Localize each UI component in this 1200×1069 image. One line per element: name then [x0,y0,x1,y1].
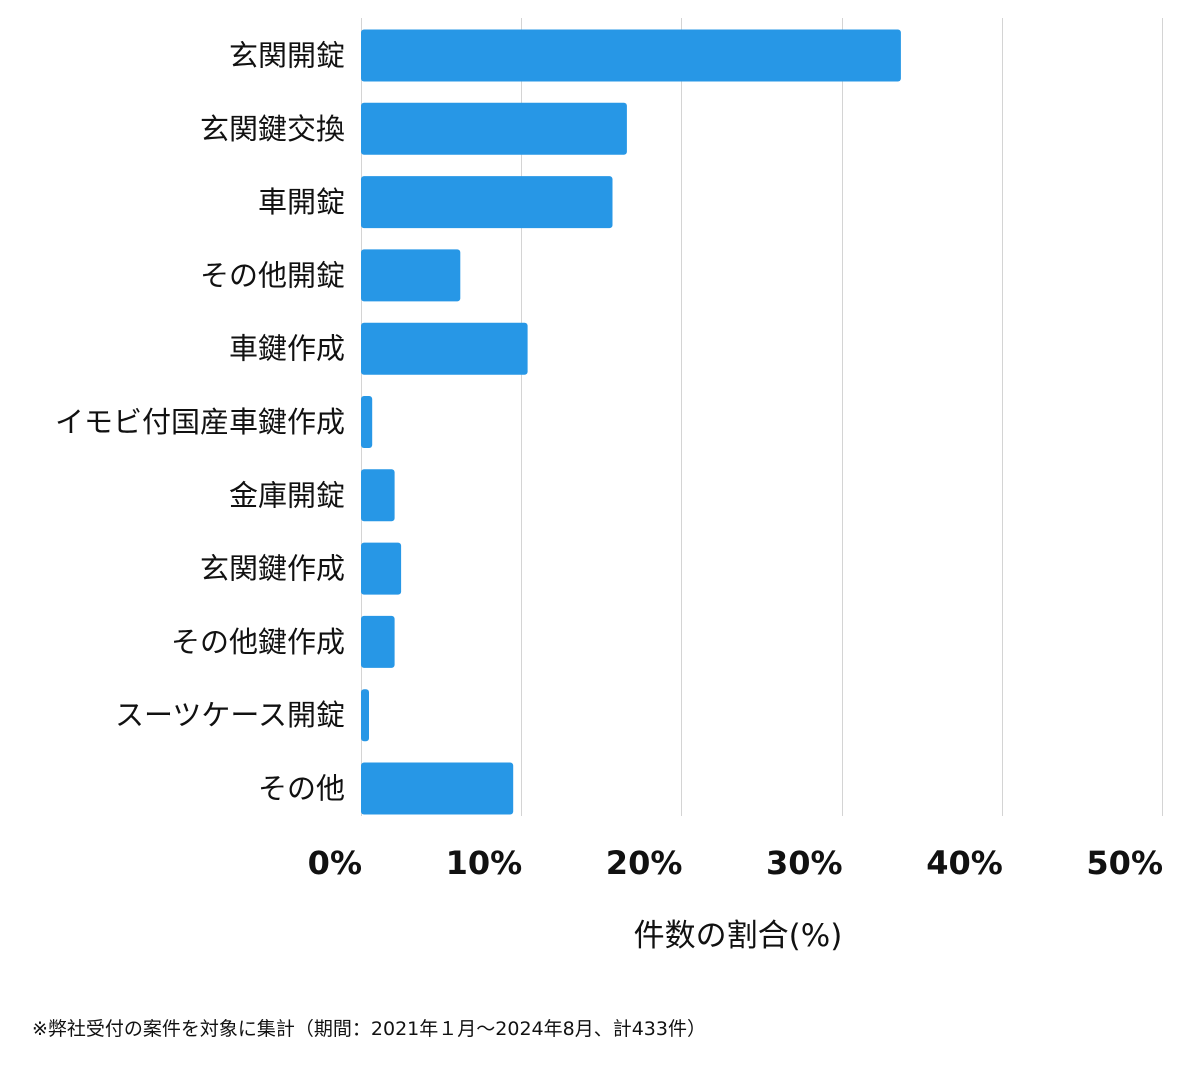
x-tick-label: 10% [446,844,523,882]
x-tick-label: 40% [926,844,1003,882]
bar [361,176,613,229]
bar [361,615,395,668]
category-label: 玄関鍵作成 [200,552,345,586]
x-tick-label: 50% [1086,844,1163,882]
category-label: スーツケース開錠 [115,698,345,732]
category-label: 車鍵作成 [229,332,345,366]
bar [361,689,369,742]
x-axis-title: 件数の割合(%) [634,918,843,954]
category-label: イモビ付国産車鍵作成 [55,405,345,439]
bar [361,249,461,302]
bar [361,542,402,595]
bar [361,762,514,815]
bar [361,396,373,448]
category-labels: 玄関開錠玄関鍵交換車開錠その他開錠車鍵作成イモビ付国産車鍵作成金庫開錠玄関鍵作成… [55,39,345,806]
category-label: その他開錠 [200,258,345,292]
x-tick-label: 20% [606,844,683,882]
category-label: 玄関鍵交換 [200,112,345,146]
category-label: 車開錠 [258,185,345,219]
x-tick-label: 0% [308,844,362,882]
bar [361,469,395,522]
x-tick-labels: 0% 10% 20% 30% 40% 50% [308,844,1163,882]
footnote: ※弊社受付の案件を対象に集計（期間：2021年１月〜2024年8月、計433件） [32,1018,706,1040]
category-label: その他 [258,772,345,806]
bar-chart: 玄関開錠玄関鍵交換車開錠その他開錠車鍵作成イモビ付国産車鍵作成金庫開錠玄関鍵作成… [55,18,1163,954]
bars [361,29,901,815]
x-tick-label: 30% [766,844,843,882]
bar [361,29,901,82]
bar [361,322,528,375]
category-label: 玄関開錠 [229,39,345,73]
category-label: その他鍵作成 [171,625,345,659]
category-label: 金庫開錠 [229,478,345,512]
bar [361,102,627,155]
